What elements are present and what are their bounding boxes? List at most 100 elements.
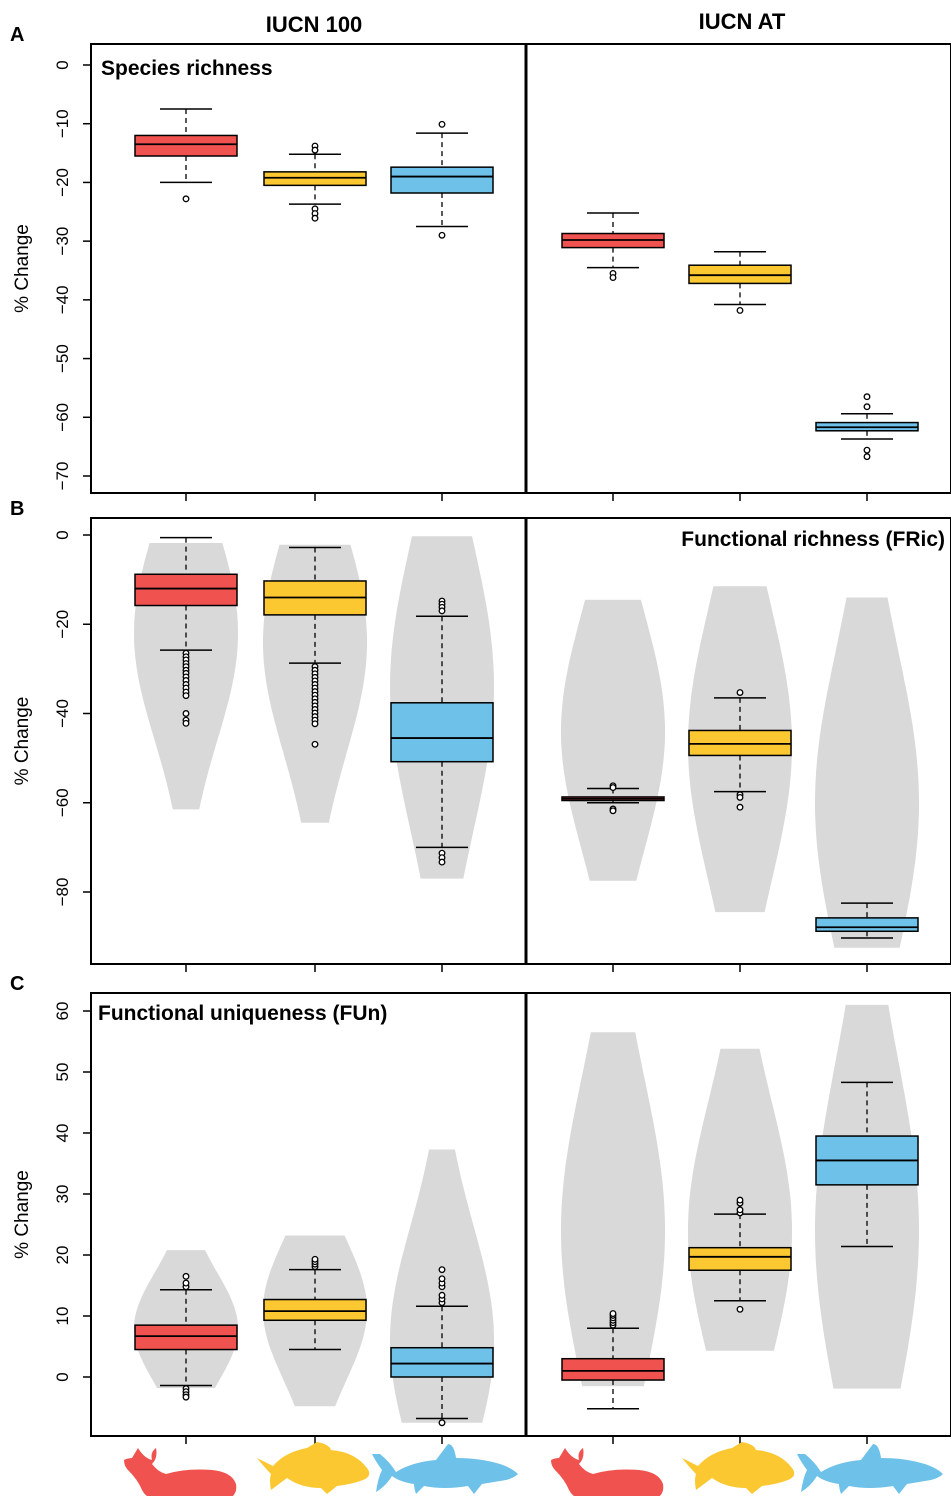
icon-row bbox=[124, 1442, 943, 1496]
icon-mammal bbox=[551, 1448, 664, 1496]
y-axis-label: % Change bbox=[12, 224, 33, 313]
y-axis-label: % Change bbox=[12, 1170, 33, 1259]
outlier-point bbox=[609, 784, 617, 792]
column-title-iucn-100: IUCN 100 bbox=[266, 12, 363, 37]
y-tick-label: 40 bbox=[53, 1124, 72, 1143]
box-shark bbox=[390, 1346, 494, 1378]
outlier-point bbox=[182, 1272, 190, 1280]
boxplot-iucn-at-shark bbox=[815, 597, 919, 948]
boxplot-iucn-100-shark bbox=[390, 1149, 494, 1427]
y-tick-label: −20 bbox=[53, 168, 72, 197]
shark-silhouette-icon bbox=[797, 1444, 943, 1494]
outlier-point bbox=[438, 858, 446, 866]
box-mammal bbox=[134, 573, 238, 607]
outlier-point bbox=[863, 453, 871, 461]
panel-frame bbox=[90, 992, 951, 1437]
outlier-point bbox=[182, 195, 190, 203]
violin-shark bbox=[815, 597, 919, 948]
outlier-point bbox=[863, 393, 871, 401]
box-shark bbox=[815, 917, 919, 933]
y-tick-label: −50 bbox=[53, 344, 72, 373]
boxplot-iucn-100-fish bbox=[263, 142, 367, 222]
y-axis: 0 10 20 30 40 50 60 % Change bbox=[12, 1002, 92, 1382]
outlier-point bbox=[182, 692, 190, 700]
boxplot-iucn-at-mammal bbox=[561, 1032, 665, 1410]
icon-fish bbox=[682, 1442, 795, 1494]
icon-shark bbox=[372, 1444, 518, 1494]
outlier-point bbox=[438, 1291, 446, 1299]
outlier-point bbox=[736, 1196, 744, 1204]
outlier-point bbox=[311, 720, 319, 728]
boxplot-iucn-at-shark bbox=[815, 1004, 919, 1389]
icon-fish bbox=[257, 1442, 370, 1494]
y-tick-label: 30 bbox=[53, 1185, 72, 1204]
y-tick-label: −30 bbox=[53, 227, 72, 256]
outlier-point bbox=[863, 446, 871, 454]
y-tick-label: −60 bbox=[53, 788, 72, 817]
boxplot-iucn-100-shark bbox=[390, 536, 494, 879]
boxplot-iucn-at-fish bbox=[688, 250, 792, 314]
y-tick-label: 0 bbox=[53, 1372, 72, 1381]
box-fish bbox=[263, 1298, 367, 1322]
panel-label: Functional uniqueness (FUn) bbox=[98, 1002, 387, 1025]
outlier-point bbox=[182, 1279, 190, 1287]
boxplot-iucn-at-fish bbox=[688, 586, 792, 913]
box-mammal bbox=[561, 1357, 665, 1381]
panel-letter: B bbox=[10, 498, 24, 520]
y-tick-label: −10 bbox=[53, 109, 72, 138]
outlier-point bbox=[182, 719, 190, 727]
outlier-point bbox=[736, 306, 744, 314]
boxplot-iucn-100-mammal bbox=[134, 536, 238, 810]
icon-shark bbox=[797, 1444, 943, 1494]
y-axis: 0 −20 −40 −60 −80 % Change bbox=[12, 530, 92, 907]
outlier-point bbox=[311, 1255, 319, 1263]
outlier-point bbox=[311, 214, 319, 222]
panel-a: A 0 −10 −20 −30 −40 −50 −60 −70 % Change Species r… bbox=[10, 24, 951, 501]
y-tick-label: −60 bbox=[53, 403, 72, 432]
outlier-point bbox=[438, 120, 446, 128]
outlier-point bbox=[609, 1310, 617, 1318]
boxplot-iucn-100-fish bbox=[263, 544, 367, 823]
panel-frame bbox=[90, 43, 951, 494]
y-tick-label: −40 bbox=[53, 285, 72, 314]
panel-frame bbox=[90, 517, 951, 965]
box-mammal bbox=[134, 134, 238, 157]
box-shark bbox=[390, 702, 494, 763]
y-tick-label: 50 bbox=[53, 1063, 72, 1082]
whale-silhouette-icon bbox=[551, 1448, 664, 1496]
outlier-point bbox=[736, 1305, 744, 1313]
box-fish bbox=[688, 1246, 792, 1272]
boxplot-iucn-at-fish bbox=[688, 1048, 792, 1351]
fish-silhouette-icon bbox=[257, 1442, 370, 1494]
panel-label: Functional richness (FRic) bbox=[681, 528, 945, 551]
y-tick-label: −80 bbox=[53, 878, 72, 907]
outlier-point bbox=[609, 807, 617, 815]
outlier-point bbox=[438, 1419, 446, 1427]
boxplot-iucn-at-mammal bbox=[561, 212, 665, 281]
violin-mammal bbox=[561, 599, 665, 881]
y-axis-label: % Change bbox=[12, 697, 33, 786]
outlier-point bbox=[311, 146, 319, 154]
violin-mammal bbox=[561, 1032, 665, 1387]
y-tick-label: 0 bbox=[53, 60, 72, 69]
outlier-point bbox=[736, 803, 744, 811]
y-tick-label: −20 bbox=[53, 610, 72, 639]
y-tick-label: 60 bbox=[53, 1002, 72, 1021]
outlier-point bbox=[438, 231, 446, 239]
column-title-iucn-at: IUCN AT bbox=[699, 9, 786, 34]
outlier-point bbox=[182, 710, 190, 717]
boxplot-iucn-100-mammal bbox=[134, 108, 238, 203]
outlier-point bbox=[736, 689, 744, 696]
y-tick-label: 20 bbox=[53, 1246, 72, 1265]
boxplot-iucn-at-shark bbox=[815, 393, 919, 461]
boxplot-iucn-100-shark bbox=[390, 120, 494, 239]
fish-silhouette-icon bbox=[682, 1442, 795, 1494]
boxplot-iucn-100-mammal bbox=[134, 1250, 238, 1401]
y-tick-label: −70 bbox=[53, 462, 72, 491]
box-shark bbox=[390, 166, 494, 194]
outlier-point bbox=[736, 1206, 744, 1214]
outlier-point bbox=[863, 403, 871, 411]
panel-b: B 0 −20 −40 −60 −80 % Change Functional richnes… bbox=[10, 498, 951, 972]
y-tick-label: 0 bbox=[53, 530, 72, 539]
